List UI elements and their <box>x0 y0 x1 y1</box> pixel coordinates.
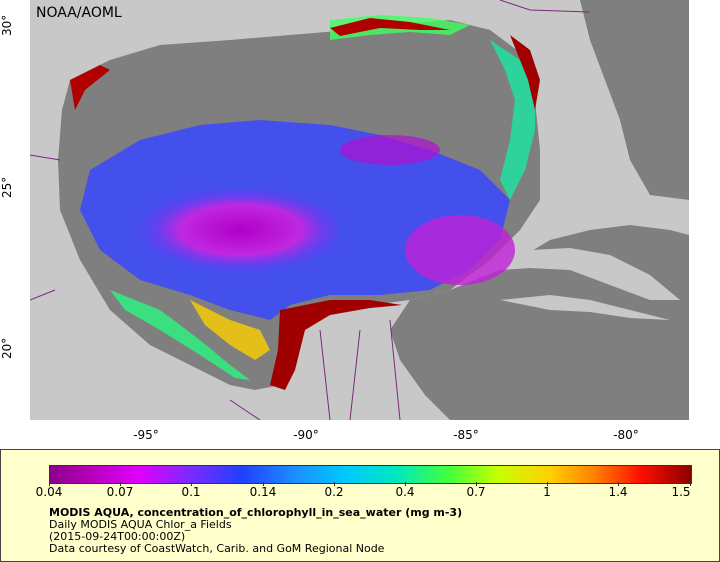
colorbar-label: 0.14 <box>249 485 277 499</box>
map-area: NOAA/AOML <box>30 0 689 420</box>
legend-source: Data courtesy of CoastWatch, Carib. and … <box>49 542 385 555</box>
yellow-patch <box>190 300 270 360</box>
border-lines-north <box>499 0 591 13</box>
lat-tick-30: 30° <box>0 14 14 36</box>
red-rim-west <box>70 65 110 110</box>
legend-title: MODIS AQUA, concentration_of_chlorophyll… <box>49 506 463 519</box>
lon-tick-85: -85° <box>453 428 479 442</box>
colorbar-label: 0.04 <box>35 485 63 499</box>
colorbar-label: 0.4 <box>395 485 415 499</box>
colorbar-label: 0.1 <box>181 485 201 499</box>
island-land <box>500 295 670 320</box>
magenta-east <box>405 215 515 285</box>
magenta-core <box>120 185 340 275</box>
colorbar-label: 1 <box>543 485 551 499</box>
colorbar <box>49 465 692 484</box>
credit-label: NOAA/AOML <box>36 5 122 21</box>
colorbar-label: 0.2 <box>324 485 344 499</box>
red-rim-south <box>270 300 402 390</box>
colorbar-label: 0.7 <box>466 485 486 499</box>
colorbar-tick-mark <box>120 482 121 486</box>
colorbar-tick-mark <box>263 482 264 486</box>
green-band-yucatan <box>110 290 250 380</box>
lat-tick-20: 20° <box>0 337 14 359</box>
colorbar-tick-mark <box>334 482 335 486</box>
colorbar-tick-mark <box>405 482 406 486</box>
magenta-north <box>340 135 440 165</box>
colorbar-label: 1.5 <box>671 485 691 499</box>
legend-subtitle: Daily MODIS AQUA Chlor_a Fields <box>49 518 232 531</box>
lon-tick-90: -90° <box>293 428 319 442</box>
colorbar-tick-mark <box>618 482 619 486</box>
green-band-east <box>490 40 535 200</box>
colorbar-tick-mark <box>690 482 691 486</box>
colorbar-tick-mark <box>49 482 50 486</box>
cuba-land <box>485 248 680 300</box>
legend-panel: 0.04 0.07 0.1 0.14 0.2 0.4 0.7 1 1.4 1.5… <box>0 449 720 562</box>
lat-tick-25: 25° <box>0 176 14 198</box>
legend-date: (2015-09-24T00:00:00Z) <box>49 530 186 543</box>
lon-tick-80: -80° <box>613 428 639 442</box>
colorbar-tick-mark <box>476 482 477 486</box>
colorbar-tick-mark <box>547 482 548 486</box>
border-lines <box>30 154 401 420</box>
red-rim-north <box>330 18 450 36</box>
colorbar-label: 1.4 <box>608 485 628 499</box>
chlorophyll-map <box>30 0 689 420</box>
colorbar-label: 0.07 <box>106 485 134 499</box>
lon-tick-95: -95° <box>133 428 159 442</box>
colorbar-tick-mark <box>191 482 192 486</box>
red-rim-east <box>510 35 540 110</box>
